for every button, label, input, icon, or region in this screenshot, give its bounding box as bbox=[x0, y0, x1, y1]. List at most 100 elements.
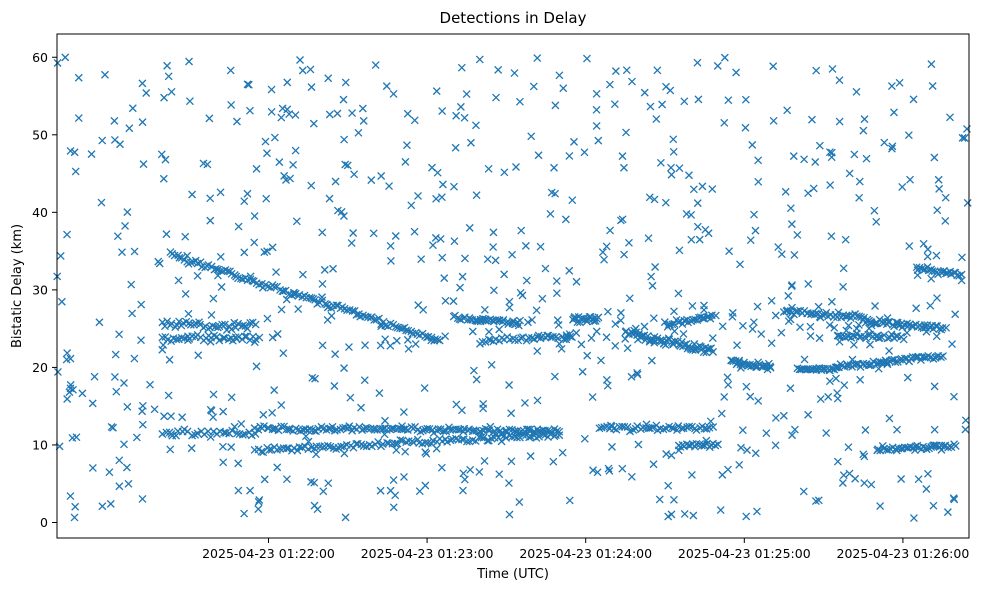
data-point bbox=[827, 297, 836, 306]
data-point bbox=[667, 170, 676, 179]
data-point bbox=[277, 422, 286, 431]
data-point bbox=[937, 445, 946, 454]
data-point bbox=[800, 155, 809, 164]
data-point bbox=[695, 235, 704, 244]
data-point bbox=[251, 320, 260, 329]
data-point bbox=[660, 318, 669, 327]
data-point bbox=[649, 314, 658, 323]
data-point bbox=[282, 295, 291, 304]
data-point bbox=[171, 323, 180, 332]
data-point bbox=[955, 271, 964, 280]
data-point bbox=[687, 235, 696, 244]
data-point bbox=[483, 436, 492, 445]
data-point bbox=[680, 97, 689, 106]
data-point bbox=[494, 65, 503, 74]
data-point bbox=[738, 426, 747, 435]
data-point bbox=[469, 426, 478, 435]
data-point bbox=[826, 181, 835, 190]
data-point bbox=[883, 314, 892, 322]
data-point bbox=[469, 366, 478, 375]
data-point bbox=[611, 67, 620, 76]
data-point bbox=[175, 317, 184, 326]
data-point bbox=[647, 356, 656, 365]
data-point bbox=[348, 109, 357, 117]
data-point bbox=[553, 426, 562, 435]
data-point bbox=[484, 327, 493, 336]
data-point bbox=[839, 264, 848, 273]
data-point bbox=[389, 89, 398, 98]
data-point bbox=[431, 233, 440, 242]
data-point bbox=[806, 322, 815, 331]
data-point bbox=[939, 352, 947, 360]
data-point bbox=[860, 452, 869, 461]
data-point bbox=[371, 61, 380, 70]
data-point bbox=[495, 325, 504, 334]
data-point bbox=[458, 486, 467, 495]
y-tick-label: 10 bbox=[32, 437, 48, 452]
data-point bbox=[790, 425, 799, 434]
data-point bbox=[951, 310, 960, 319]
data-point bbox=[720, 53, 729, 62]
data-point bbox=[341, 78, 350, 87]
data-point bbox=[899, 335, 908, 344]
data-point bbox=[667, 451, 676, 460]
data-point bbox=[757, 330, 766, 338]
data-point bbox=[592, 89, 601, 98]
data-point bbox=[260, 475, 269, 484]
x-axis-ticks: 2025-04-23 01:22:00 2025-04-23 01:23:00 20… bbox=[202, 538, 969, 561]
data-point bbox=[170, 251, 179, 260]
data-point bbox=[771, 413, 780, 422]
data-point bbox=[370, 316, 379, 324]
data-point bbox=[610, 100, 619, 109]
data-point bbox=[323, 303, 332, 312]
data-point bbox=[588, 393, 597, 402]
data-point bbox=[855, 193, 864, 202]
data-point bbox=[223, 267, 232, 276]
data-point bbox=[555, 431, 564, 440]
data-point bbox=[220, 320, 229, 329]
data-point bbox=[903, 319, 912, 328]
data-point bbox=[893, 320, 902, 329]
data-point bbox=[550, 372, 559, 381]
data-point bbox=[417, 255, 426, 264]
data-point bbox=[929, 501, 938, 510]
data-point bbox=[589, 466, 597, 475]
data-point bbox=[130, 354, 139, 363]
data-point bbox=[221, 265, 230, 274]
data-point bbox=[437, 463, 446, 472]
data-point bbox=[441, 332, 450, 341]
data-point bbox=[241, 430, 250, 439]
data-point bbox=[670, 307, 678, 316]
data-point bbox=[752, 507, 761, 516]
data-point bbox=[749, 318, 758, 327]
data-point bbox=[736, 260, 744, 269]
data-point bbox=[215, 336, 224, 345]
data-point bbox=[875, 334, 884, 343]
data-point bbox=[594, 313, 603, 322]
data-point bbox=[172, 335, 181, 344]
data-point bbox=[793, 307, 802, 316]
data-point bbox=[911, 353, 920, 362]
data-point bbox=[240, 332, 249, 341]
data-point bbox=[90, 372, 99, 381]
data-point bbox=[435, 336, 444, 345]
data-point bbox=[825, 148, 834, 157]
data-point bbox=[449, 297, 458, 306]
data-point bbox=[582, 54, 591, 63]
data-point bbox=[909, 95, 918, 104]
data-point bbox=[667, 163, 675, 172]
data-point bbox=[903, 373, 912, 382]
data-point bbox=[391, 491, 400, 500]
data-point bbox=[711, 311, 720, 320]
data-point bbox=[893, 425, 901, 434]
data-point bbox=[693, 199, 702, 208]
data-point bbox=[504, 479, 513, 488]
data-point bbox=[728, 308, 737, 317]
data-point bbox=[225, 429, 234, 438]
data-point bbox=[193, 429, 202, 438]
data-point bbox=[870, 206, 879, 215]
data-point bbox=[428, 163, 436, 172]
data-point bbox=[138, 79, 147, 88]
data-point bbox=[814, 302, 823, 311]
data-point bbox=[709, 423, 718, 431]
